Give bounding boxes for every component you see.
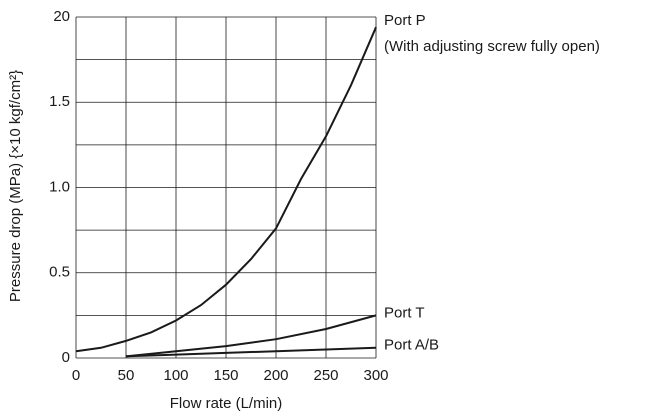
y-tick-label: 20 <box>53 8 70 25</box>
x-tick-label: 300 <box>363 367 388 384</box>
y-tick-label: 0.5 <box>49 264 70 281</box>
series-line <box>125 346 377 358</box>
series-label: Port T <box>384 304 425 321</box>
x-tick-label: 100 <box>163 367 188 384</box>
y-tick-label: 1.5 <box>49 93 70 110</box>
x-tick-label: 50 <box>118 367 135 384</box>
series-note: (With adjusting screw fully open) <box>384 38 600 55</box>
series-line <box>125 314 377 358</box>
series-label: Port A/B <box>384 337 439 354</box>
x-axis-label: Flow rate (L/min) <box>170 395 283 412</box>
x-tick-label: 250 <box>313 367 338 384</box>
y-tick-label: 1.0 <box>49 178 70 195</box>
x-tick-label: 150 <box>213 367 238 384</box>
y-tick-label: 0 <box>62 349 70 366</box>
series-line <box>75 26 377 353</box>
series-label: Port P <box>384 12 426 29</box>
x-tick-label: 0 <box>72 367 80 384</box>
x-tick-label: 200 <box>263 367 288 384</box>
y-axis-label: Pressure drop (MPa) {×10 kgf/cm²} <box>7 70 24 302</box>
